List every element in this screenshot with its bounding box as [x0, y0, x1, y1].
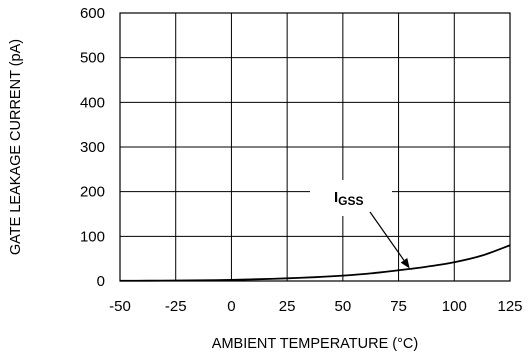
x-tick-labels: -50 -25 0 25 50 75 100 125: [109, 298, 522, 315]
x-tick-label-3: 25: [279, 298, 296, 315]
x-tick-label-5: 75: [390, 298, 407, 315]
annotation-arrow-line: [369, 211, 405, 261]
x-tick-label-2: 0: [227, 298, 235, 315]
y-tick-label-0: 0: [97, 273, 105, 290]
x-tick-label-1: -25: [165, 298, 187, 315]
y-tick-label-5: 500: [80, 50, 105, 67]
y-tick-label-3: 300: [80, 139, 105, 156]
y-tick-label-2: 200: [80, 184, 105, 201]
y-axis-title: GATE LEAKAGE CURRENT (pA): [8, 39, 24, 255]
x-tick-label-0: -50: [109, 298, 131, 315]
plot-frame: [119, 12, 511, 282]
annotation-layer: IGSS: [310, 180, 410, 269]
annotation-arrow-head: [400, 258, 410, 269]
x-axis-title: AMBIENT TEMPERATURE (°C): [212, 336, 418, 352]
series-line-igss: [119, 244, 511, 282]
series-layer: [119, 244, 511, 282]
y-tick-label-6: 600: [80, 5, 105, 22]
y-tick-labels: 0 100 200 300 400 500 600: [80, 5, 105, 290]
grid-lines: [119, 12, 511, 282]
annotation-label-main: I: [334, 189, 338, 206]
x-tick-label-7: 125: [497, 298, 522, 315]
annotation-label-background: [310, 180, 392, 216]
annotation-label-sub: GSS: [338, 194, 363, 208]
x-tick-label-6: 100: [442, 298, 467, 315]
annotation-label: IGSS: [334, 189, 364, 208]
y-tick-label-4: 400: [80, 94, 105, 111]
y-tick-label-1: 100: [80, 228, 105, 245]
x-tick-label-4: 50: [335, 298, 352, 315]
